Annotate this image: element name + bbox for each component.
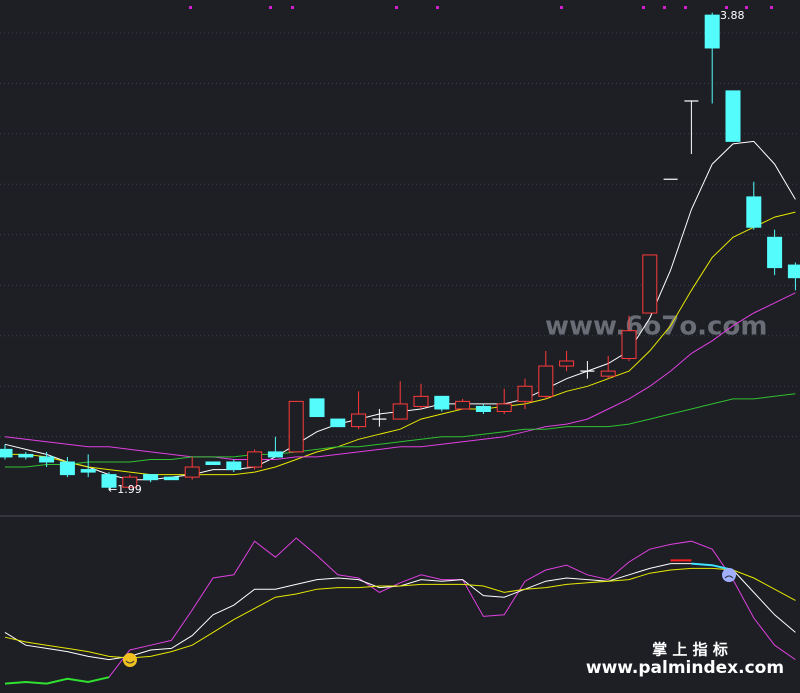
candle-body bbox=[496, 403, 512, 412]
moving-average bbox=[5, 393, 796, 468]
candle-body bbox=[600, 370, 616, 377]
candle-body bbox=[39, 456, 55, 463]
watermark: www.6o7o.com bbox=[545, 312, 767, 342]
annotation: ←1.99 bbox=[108, 483, 142, 496]
candle-body bbox=[330, 418, 346, 428]
candle-body bbox=[247, 451, 263, 468]
candle-body bbox=[767, 236, 783, 269]
indicator-line bbox=[4, 567, 796, 659]
indicator-line bbox=[4, 676, 110, 685]
candle-body bbox=[18, 453, 34, 458]
candle-body bbox=[163, 476, 179, 481]
candle-body bbox=[59, 461, 75, 476]
candle-body bbox=[101, 474, 117, 488]
candle-body bbox=[122, 476, 138, 488]
footer-url: www.palmindex.com bbox=[586, 658, 784, 678]
candle-body bbox=[517, 385, 533, 402]
candle-body bbox=[143, 474, 159, 481]
candle-body bbox=[455, 400, 471, 410]
candle-body bbox=[0, 448, 13, 458]
candle-body bbox=[413, 395, 429, 407]
frown bbox=[722, 568, 736, 582]
candle-body bbox=[704, 14, 720, 49]
candle-body bbox=[309, 398, 325, 418]
candle-body bbox=[184, 466, 200, 478]
candle-body bbox=[205, 461, 221, 466]
candle-body bbox=[392, 403, 408, 420]
candle-body bbox=[559, 360, 575, 367]
candle-body bbox=[351, 413, 367, 428]
candle-body bbox=[642, 254, 658, 314]
candle-body bbox=[226, 461, 242, 471]
candle-body bbox=[475, 405, 491, 412]
candle-body bbox=[621, 330, 637, 359]
moving-average bbox=[5, 211, 796, 476]
moving-average bbox=[4, 292, 796, 460]
candle-body bbox=[267, 451, 283, 458]
footer-title: 掌 上 指 标 bbox=[652, 641, 728, 659]
candle-body bbox=[725, 90, 741, 142]
indicator-line bbox=[108, 537, 796, 678]
candle-body bbox=[787, 264, 800, 279]
indicator-line bbox=[691, 562, 734, 571]
top-markers bbox=[189, 6, 773, 9]
annotation: 3.88 bbox=[720, 9, 745, 22]
candle-body bbox=[538, 365, 554, 397]
smiley bbox=[123, 653, 137, 667]
candle-body bbox=[80, 469, 96, 473]
candle-body bbox=[746, 196, 762, 228]
candle-body bbox=[434, 395, 450, 410]
candle-body bbox=[288, 400, 304, 453]
